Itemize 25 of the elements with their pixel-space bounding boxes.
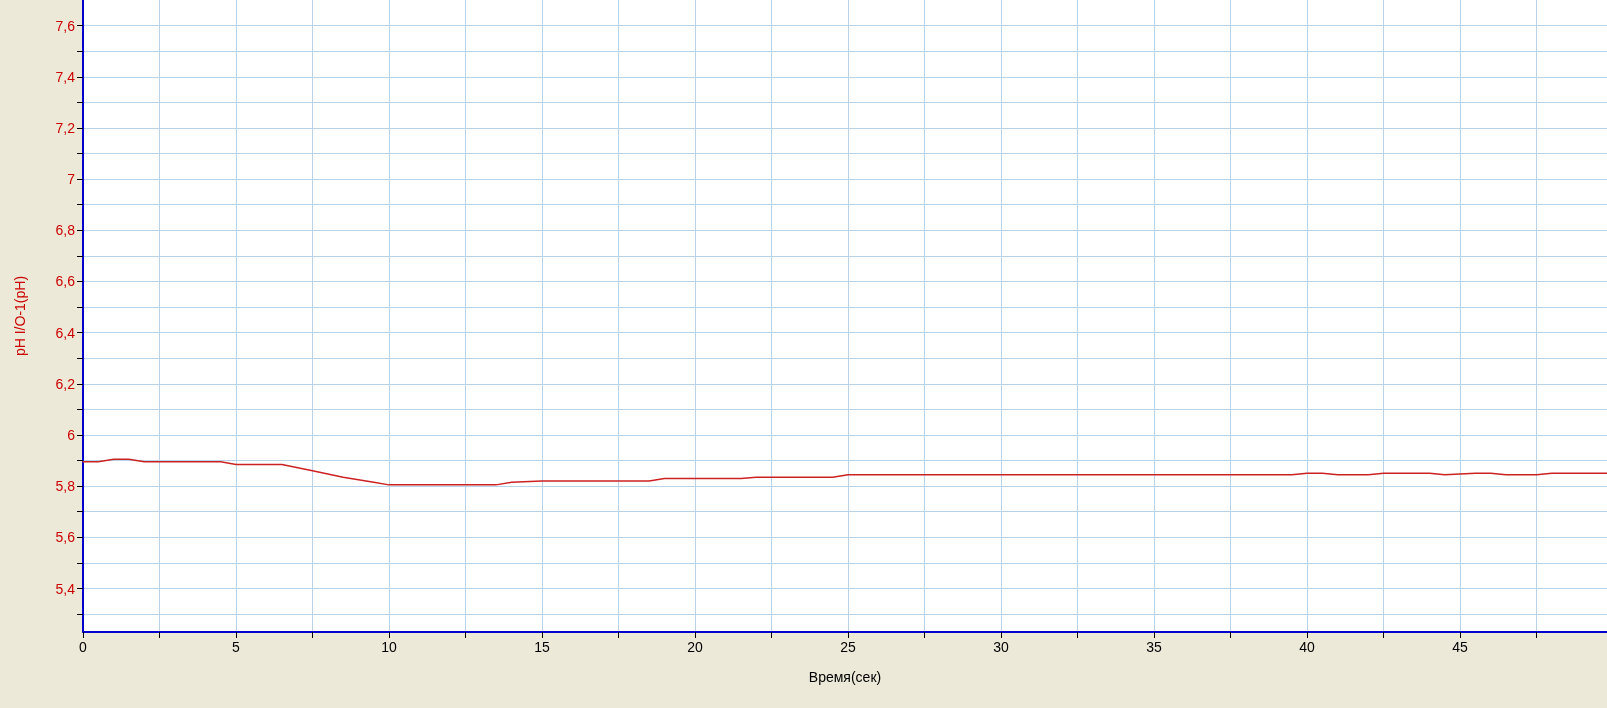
x-tick-label: 5 bbox=[232, 639, 241, 655]
y-tick-label: 6,6 bbox=[55, 273, 76, 290]
x-tick-label: 25 bbox=[840, 639, 857, 655]
x-tick-label: 15 bbox=[534, 639, 551, 655]
y-tick-label: 7,6 bbox=[55, 17, 76, 34]
x-tick-label: 45 bbox=[1452, 639, 1469, 655]
x-axis-title: Время(сек) bbox=[808, 669, 882, 685]
x-tick-label: 30 bbox=[993, 639, 1010, 655]
x-tick-label: 10 bbox=[381, 639, 398, 655]
line-series bbox=[82, 458, 1607, 486]
x-tick-label: 20 bbox=[687, 639, 704, 655]
y-tick-label: 5,6 bbox=[55, 529, 76, 546]
x-tick-label: 0 bbox=[79, 639, 88, 655]
y-tick-label: 7,2 bbox=[55, 119, 76, 136]
y-tick-label: 6,8 bbox=[55, 222, 76, 239]
y-tick-label: 7 bbox=[67, 171, 76, 188]
y-tick-label: 6,2 bbox=[55, 375, 76, 392]
y-tick-label: 6 bbox=[67, 426, 76, 443]
x-tick-label: 40 bbox=[1299, 639, 1316, 655]
y-tick-label: 7,4 bbox=[55, 68, 76, 85]
y-axis-title: pH I/O-1(pH) bbox=[12, 275, 28, 357]
y-tick-label: 6,4 bbox=[55, 324, 76, 341]
y-tick-label: 5,8 bbox=[55, 478, 76, 495]
y-tick-label: 5,4 bbox=[55, 580, 76, 597]
x-tick-label: 35 bbox=[1146, 639, 1163, 655]
